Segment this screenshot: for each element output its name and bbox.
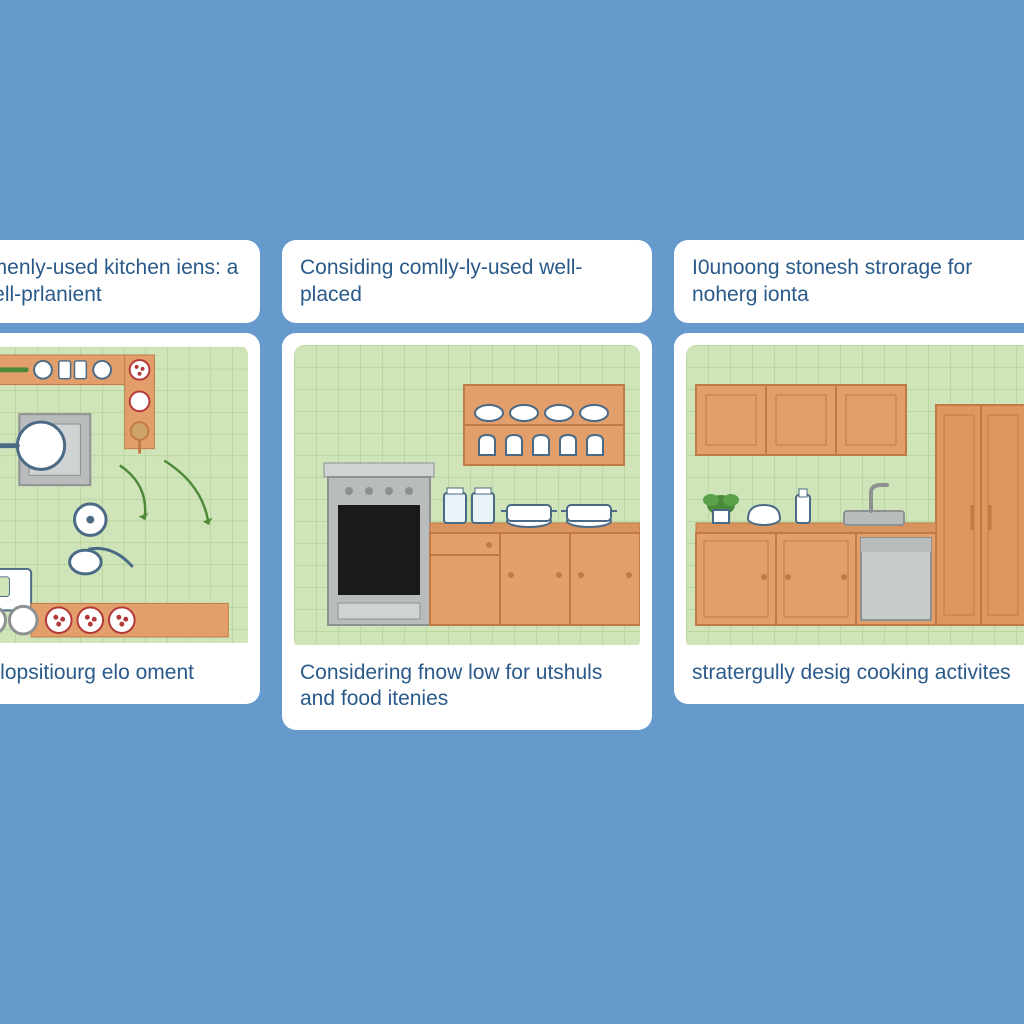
card-activities: I0unoong stonesh strorage for noherg ion… [674, 240, 1024, 730]
card-row: nmenly-used kitchen iens: a well-prlanie… [0, 240, 1024, 730]
card-header: Considing comlly-ly-used well-placed [282, 240, 652, 323]
card-layout: nmenly-used kitchen iens: a well-prlanie… [0, 240, 260, 730]
card-storage: Considing comlly-ly-used well-placed [282, 240, 652, 730]
illustration-front-sink [686, 345, 1024, 650]
card-caption: Considering fnow low for utshuls and foo… [294, 660, 640, 719]
illustration-front-stove [294, 345, 640, 650]
card-panel: stratergully desig cooking activites [674, 333, 1024, 704]
card-panel: Considering fnow low for utshuls and foo… [282, 333, 652, 731]
card-panel: oclopsitiourg elo oment [0, 333, 260, 704]
card-caption: stratergully desig cooking activites [686, 660, 1024, 692]
card-caption: oclopsitiourg elo oment [0, 660, 248, 692]
illustration-topdown [0, 345, 248, 650]
card-header: I0unoong stonesh strorage for noherg ion… [674, 240, 1024, 323]
card-header: nmenly-used kitchen iens: a well-prlanie… [0, 240, 260, 323]
